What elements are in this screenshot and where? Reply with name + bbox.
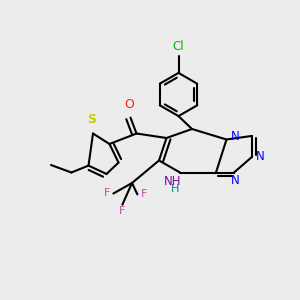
Text: N: N <box>230 130 239 143</box>
Text: H: H <box>171 184 180 194</box>
Text: O: O <box>124 98 134 111</box>
Text: F: F <box>119 206 126 216</box>
Text: N: N <box>256 150 265 164</box>
Text: F: F <box>103 188 110 199</box>
Text: F: F <box>141 189 147 200</box>
Text: S: S <box>87 113 96 126</box>
Text: Cl: Cl <box>173 40 184 53</box>
Text: NH: NH <box>164 175 181 188</box>
Text: N: N <box>231 174 240 188</box>
